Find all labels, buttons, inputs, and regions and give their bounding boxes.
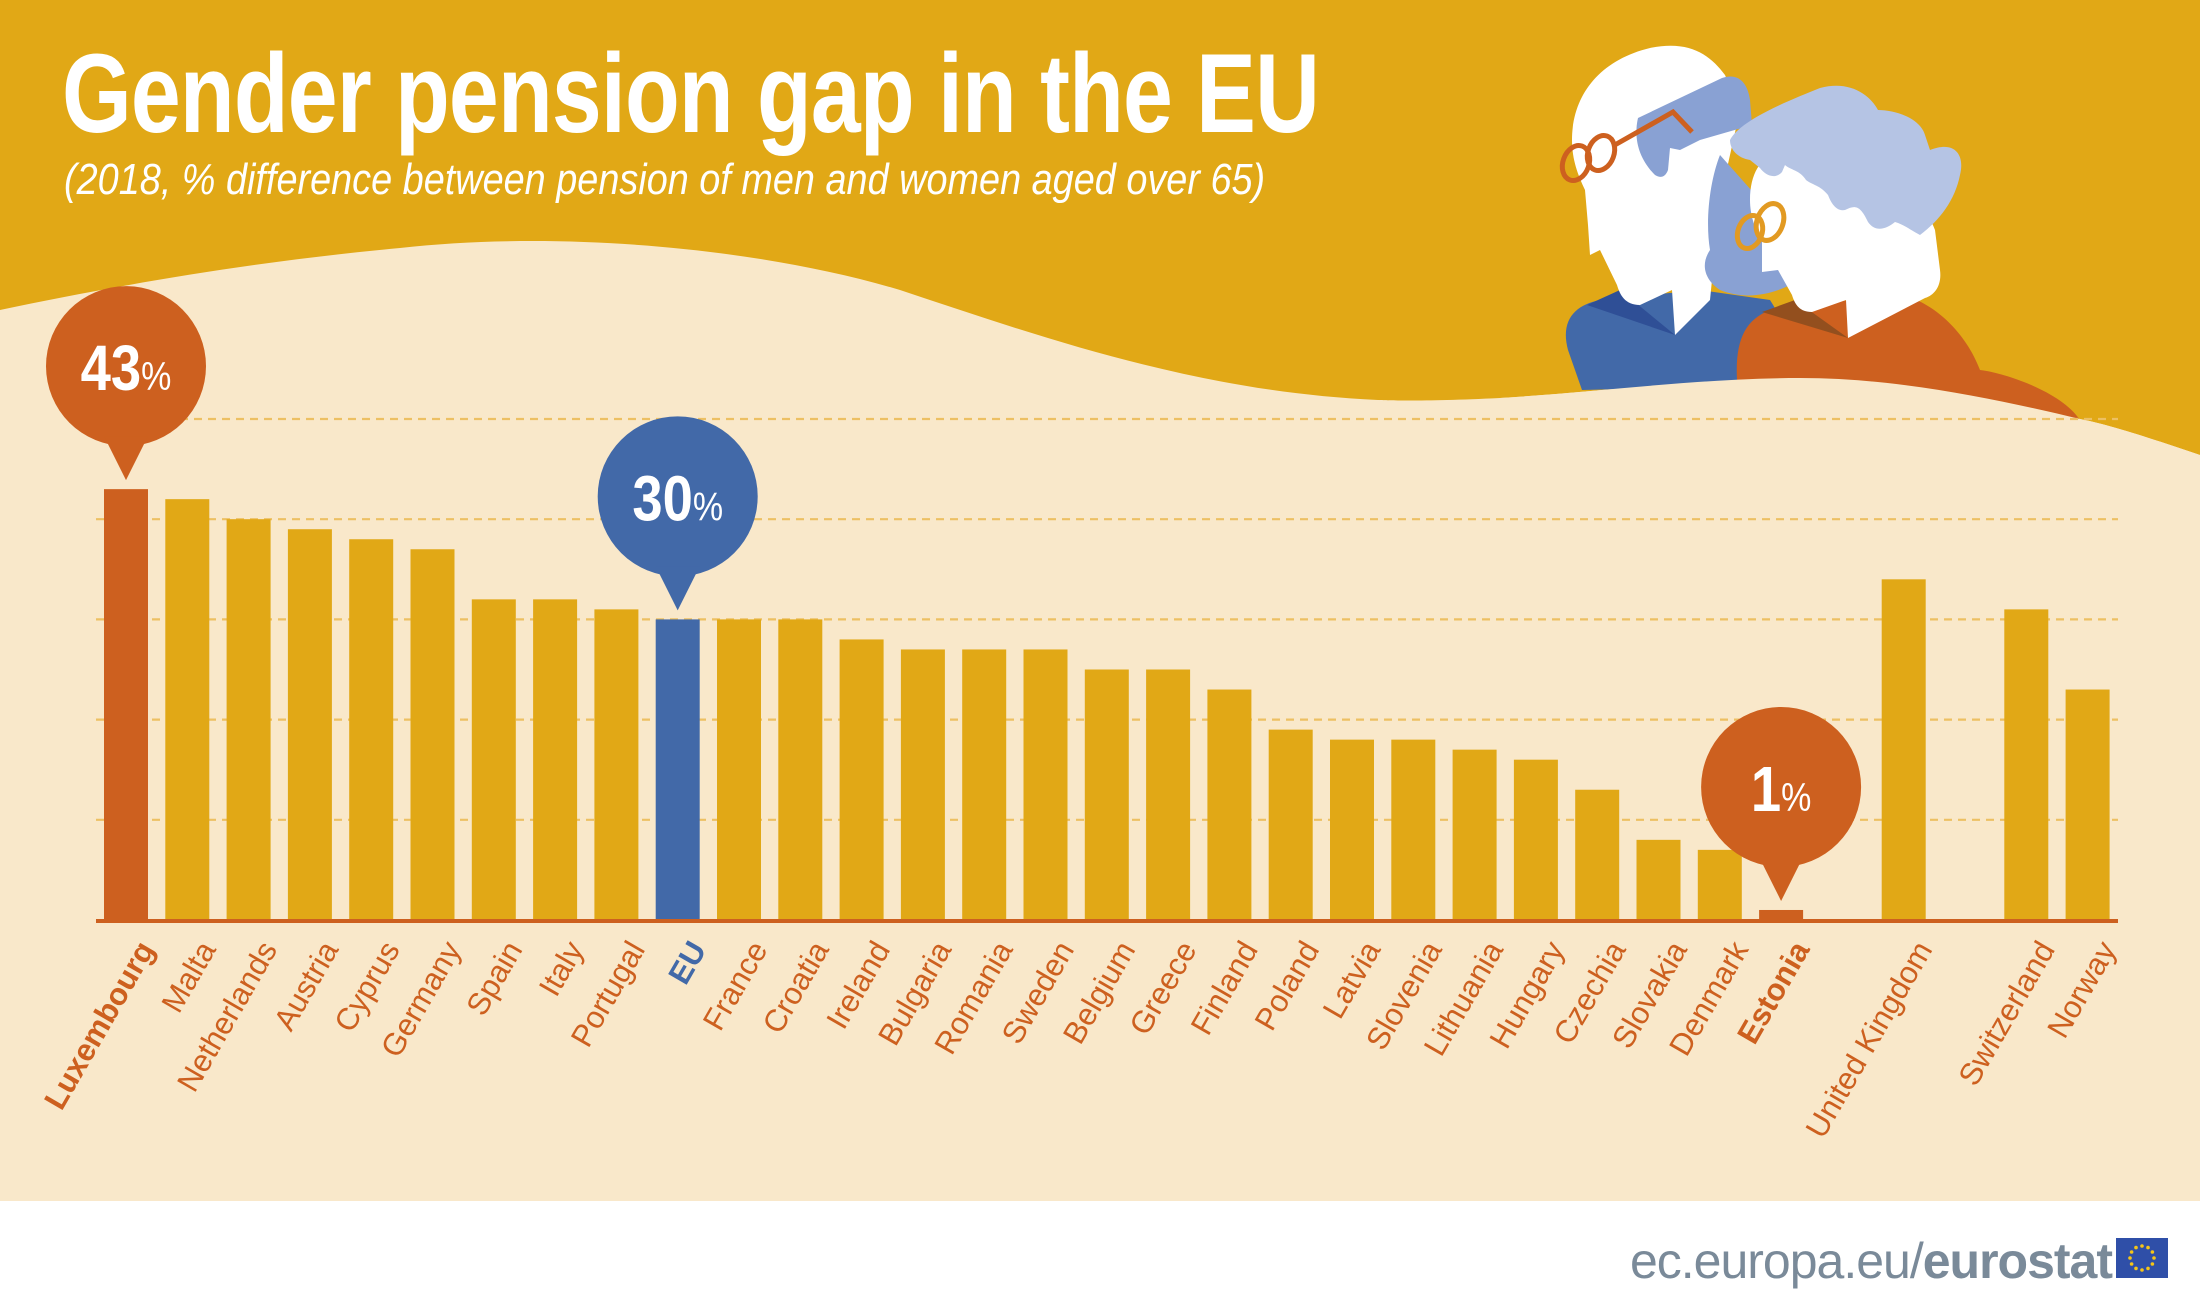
callout-unit: % xyxy=(1781,774,1811,819)
bar-poland xyxy=(1268,729,1313,920)
bar-united-kingdom xyxy=(1881,579,1926,920)
callout-eu: 30% xyxy=(597,416,758,611)
bar-romania xyxy=(962,649,1007,920)
callout-bubble xyxy=(597,416,758,577)
flag-star xyxy=(2140,1268,2144,1272)
flag-star xyxy=(2146,1266,2150,1271)
callout-pointer xyxy=(655,566,700,611)
footer-link[interactable]: ec.europa.eu/eurostat xyxy=(1629,1232,2113,1290)
bar-greece xyxy=(1146,669,1191,920)
bar-cyprus xyxy=(349,539,394,920)
callout-unit: % xyxy=(693,484,723,529)
label-switzerland: Switzerland xyxy=(1951,935,2061,1091)
woman-hair xyxy=(1730,85,1962,235)
bar-belgium xyxy=(1084,669,1129,920)
flag-star xyxy=(2150,1250,2155,1254)
callout-value: 43% xyxy=(81,332,172,404)
callout-value: 1% xyxy=(1751,753,1811,825)
flag-star xyxy=(2134,1245,2138,1250)
callout-value: 30% xyxy=(632,462,723,534)
bar-portugal xyxy=(594,609,639,920)
label-italy: Italy xyxy=(532,935,591,1002)
callout-number: 1 xyxy=(1751,753,1781,825)
bar-estonia xyxy=(1759,909,1804,920)
flag-star xyxy=(2129,1262,2134,1266)
bar-sweden xyxy=(1023,649,1068,920)
flag-star xyxy=(2128,1256,2132,1260)
callout-pointer xyxy=(1759,856,1804,901)
page-title: Gender pension gap in the EU xyxy=(62,31,1320,156)
callouts: 43%30%1% xyxy=(46,286,1862,901)
label-luxembourg: Luxembourg xyxy=(37,935,161,1115)
bar-ireland xyxy=(839,639,884,920)
page-subtitle: (2018, % difference between pension of m… xyxy=(64,155,1266,204)
label-united-kingdom: United Kingdom xyxy=(1799,935,1940,1144)
footer-source: ec.europa.eu/eurostat xyxy=(1630,1233,2113,1289)
flag-star xyxy=(2140,1244,2144,1248)
eu-flag-icon xyxy=(2116,1238,2168,1278)
bar-latvia xyxy=(1330,739,1374,920)
bar-netherlands xyxy=(226,519,271,920)
callout-number: 43 xyxy=(81,332,141,404)
label-spain: Spain xyxy=(459,935,529,1021)
x-axis-line xyxy=(96,919,2118,923)
flag-star xyxy=(2134,1266,2138,1271)
bar-switzerland xyxy=(2004,609,2049,920)
callout-unit: % xyxy=(141,354,171,399)
category-labels: LuxembourgMaltaNetherlandsAustriaCyprusG… xyxy=(37,935,2123,1144)
bar-lithuania xyxy=(1452,749,1497,920)
bar-france xyxy=(717,619,761,920)
footer-site-prefix: ec.europa.eu/ xyxy=(1629,1233,1924,1289)
label-eu: EU xyxy=(661,935,713,990)
bar-finland xyxy=(1207,689,1252,920)
woman-glasses-icon xyxy=(1734,201,1787,251)
x-axis xyxy=(96,919,2118,923)
bar-malta xyxy=(165,499,210,920)
bar-croatia xyxy=(778,619,823,920)
bar-hungary xyxy=(1513,759,1558,920)
callout-number: 30 xyxy=(632,462,692,534)
flag-star xyxy=(2150,1262,2155,1266)
bar-austria xyxy=(287,529,332,920)
flag-star xyxy=(2152,1256,2156,1260)
bar-eu xyxy=(655,619,700,920)
callout-bubble xyxy=(1701,706,1862,867)
chart-wave-edge xyxy=(1500,378,2200,470)
bar-denmark xyxy=(1697,849,1742,920)
bar-slovenia xyxy=(1391,739,1436,920)
bar-luxembourg xyxy=(104,489,148,920)
bar-spain xyxy=(471,599,516,920)
bar-czechia xyxy=(1575,789,1620,920)
bar-bulgaria xyxy=(900,649,945,920)
callout-estonia: 1% xyxy=(1701,706,1862,901)
elderly-couple-illustration xyxy=(1559,45,2080,440)
bar-italy xyxy=(533,599,578,920)
bars xyxy=(104,489,2110,920)
footer-site-brand: eurostat xyxy=(1922,1233,2113,1289)
flag-star xyxy=(2129,1250,2134,1254)
man-hair xyxy=(1636,76,1752,177)
flag-star xyxy=(2146,1245,2150,1250)
callout-pointer xyxy=(104,436,148,481)
callout-bubble xyxy=(46,286,206,447)
man-glasses-icon xyxy=(1559,108,1694,183)
bar-slovakia xyxy=(1636,839,1681,920)
woman-collar xyxy=(1762,300,1848,338)
bar-norway xyxy=(2065,689,2110,920)
callout-luxembourg: 43% xyxy=(46,286,206,481)
man-collar xyxy=(1587,290,1675,335)
bar-germany xyxy=(410,549,455,920)
